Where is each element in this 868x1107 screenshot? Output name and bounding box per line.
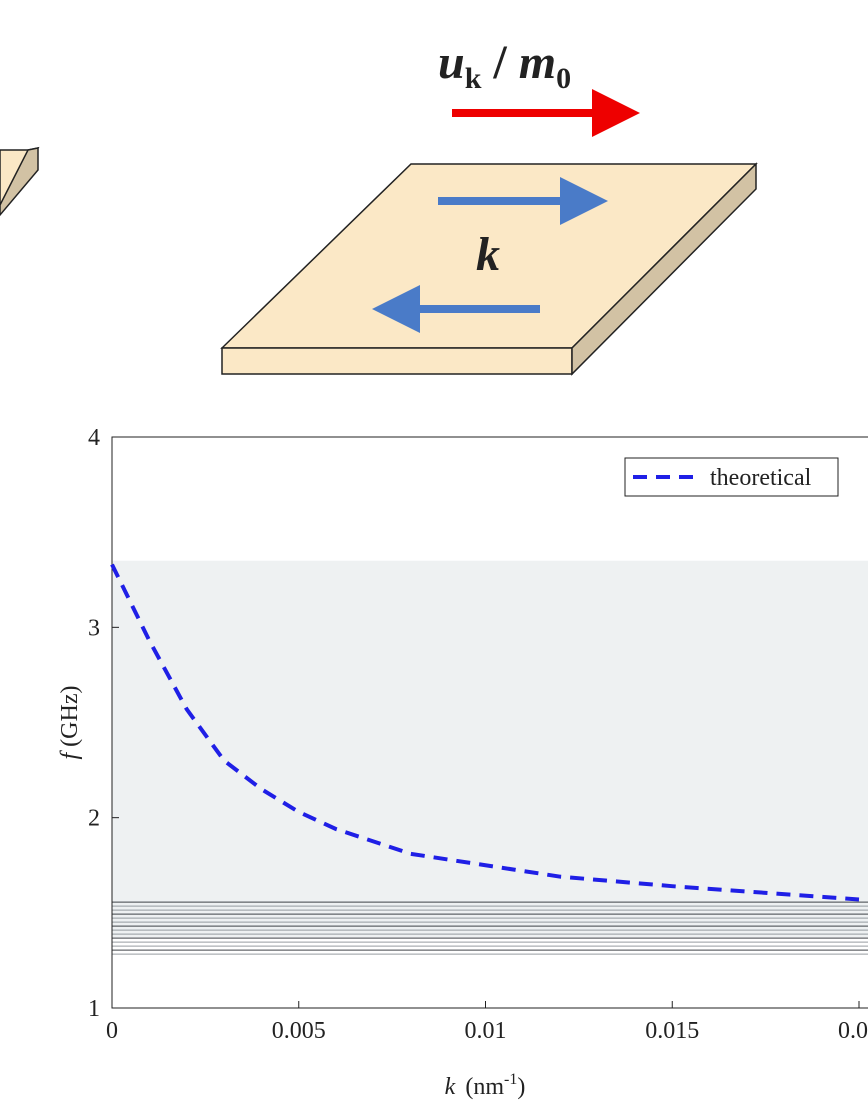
legend-label: theoretical [710, 465, 812, 491]
spectrum-band [112, 917, 868, 919]
y-axis-label: f (GHz) [57, 686, 83, 760]
y-tick-label: 4 [88, 425, 100, 451]
spectrum-band [112, 941, 868, 943]
spectrum-band [112, 905, 868, 907]
spectrum-band [112, 925, 868, 927]
x-tick-label: 0.02 [838, 1018, 868, 1044]
spectrum-band [112, 945, 868, 947]
y-label-symbol: f [57, 749, 83, 759]
spectrum-band [112, 949, 868, 951]
x-label-unit: (nm [465, 1074, 504, 1100]
plot-frame [111, 436, 868, 1009]
y-tick-label: 1 [88, 996, 100, 1022]
spectrum-band [112, 929, 868, 931]
plate-label: k [476, 228, 500, 281]
x-label-unit: ) [517, 1074, 525, 1100]
x-tick-label: 0 [106, 1018, 118, 1044]
x-tick-label: 0.005 [272, 1018, 326, 1044]
x-label-exponent: -1 [504, 1071, 517, 1088]
spectrum-band [112, 937, 868, 939]
y-tick-label: 3 [88, 615, 100, 641]
y-tick-label: 2 [88, 806, 100, 832]
diagram: uk / m0 k [220, 36, 758, 376]
spectrum-background [112, 560, 868, 938]
x-label-symbol: k [445, 1074, 456, 1100]
x-axis-label: k (nm-1) [445, 1071, 526, 1100]
diagram-label: uk / m0 [438, 36, 571, 95]
plate-fragment [0, 147, 39, 217]
x-tick-label: 0.01 [465, 1018, 507, 1044]
spectrum-band [112, 953, 868, 955]
spectrum-band [112, 933, 868, 935]
legend-box [624, 457, 839, 497]
spectrum-band [112, 901, 868, 903]
x-tick-label: 0.015 [645, 1018, 699, 1044]
plate-front [221, 347, 573, 375]
chart: 1 2 3 4 0 0.005 0.01 0.015 0.02 f (GHz) k (nm-1) theo… [57, 425, 868, 1100]
spectrum-band [112, 909, 868, 911]
line [110, 563, 860, 902]
plate-side [571, 162, 757, 376]
spectrum-band [112, 921, 868, 923]
spectrum-band [112, 913, 868, 915]
y-label-unit: (GHz) [57, 686, 83, 747]
